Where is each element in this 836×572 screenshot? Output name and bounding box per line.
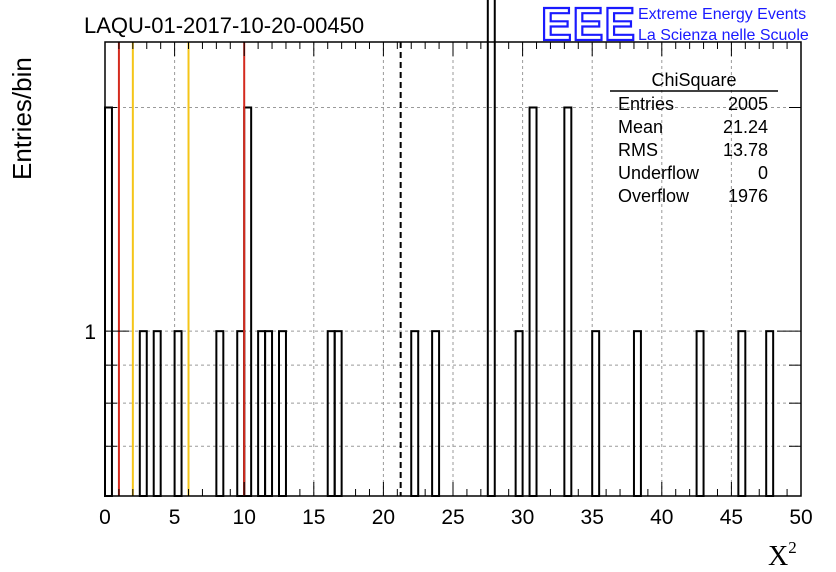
eee-logo: EEE Extreme Energy Events La Scienza nel…: [540, 0, 809, 51]
stats-box-title: ChiSquare: [651, 70, 736, 90]
x-axis-label-sup: 2: [788, 538, 797, 557]
axes: [104, 41, 802, 497]
x-tick-label: 15: [302, 506, 325, 529]
histogram-bar: [326, 330, 336, 497]
histogram-bar: [514, 330, 524, 497]
x-tick-label: 5: [169, 506, 181, 529]
histogram-bar: [410, 330, 420, 497]
stats-label-overflow: Overflow: [618, 186, 690, 206]
y-tick-labels: 1: [84, 321, 96, 344]
histogram-bar: [486, 0, 496, 497]
stats-box: ChiSquare Entries 2005 Mean 21.24 RMS 13…: [610, 70, 778, 206]
histogram-bar: [236, 330, 246, 497]
histogram-bar: [138, 330, 148, 497]
y-axis-label: Entries/bin: [7, 57, 37, 180]
x-tick-label: 10: [233, 506, 256, 529]
histogram-bar: [528, 106, 538, 497]
x-tick-label: 30: [511, 506, 534, 529]
histogram-bar: [333, 330, 343, 497]
histogram-bar: [264, 330, 274, 497]
y-tick-label: 1: [84, 321, 96, 344]
histogram-bar: [765, 330, 775, 497]
histogram-bar: [243, 106, 253, 497]
stats-value-underflow: 0: [758, 163, 768, 183]
x-axis-label: X2: [768, 538, 797, 572]
logo-line-1: Extreme Energy Events: [638, 6, 806, 23]
x-tick-label: 35: [581, 506, 604, 529]
x-axis-label-main: X: [768, 541, 788, 572]
reference-lines: [117, 42, 402, 496]
histogram-bar: [173, 330, 183, 497]
stats-value-overflow: 1976: [728, 186, 768, 206]
stats-label-underflow: Underflow: [618, 163, 700, 183]
histogram-bar: [278, 330, 287, 497]
chart-title: LAQU-01-2017-10-20-00450: [84, 13, 364, 38]
stats-label-mean: Mean: [618, 117, 663, 137]
x-tick-label: 50: [789, 506, 812, 529]
histogram-bar: [104, 106, 113, 497]
histogram-bar: [563, 106, 573, 497]
stats-value-mean: 21.24: [723, 117, 768, 137]
stats-label-rms: RMS: [618, 140, 658, 160]
stats-label-entries: Entries: [618, 94, 674, 114]
logo-line-2: La Scienza nelle Scuole: [638, 27, 809, 44]
histogram-bar: [257, 330, 267, 497]
histogram-bar: [152, 330, 162, 497]
x-tick-label: 25: [441, 506, 464, 529]
x-tick-label: 40: [650, 506, 673, 529]
histogram-bar: [215, 330, 225, 497]
x-tick-label: 20: [372, 506, 395, 529]
x-tick-label: 0: [99, 506, 111, 529]
histogram-bar: [632, 330, 642, 497]
histogram-bar: [737, 330, 747, 497]
histogram-bar: [591, 330, 601, 497]
histogram-bar: [695, 330, 705, 497]
stats-value-rms: 13.78: [723, 140, 768, 160]
x-tick-label: 45: [720, 506, 743, 529]
x-tick-labels: 0 5 10 15 20 25 30 35 40 45 50: [99, 506, 813, 529]
stats-value-entries: 2005: [728, 94, 768, 114]
histogram-bar: [431, 330, 441, 497]
